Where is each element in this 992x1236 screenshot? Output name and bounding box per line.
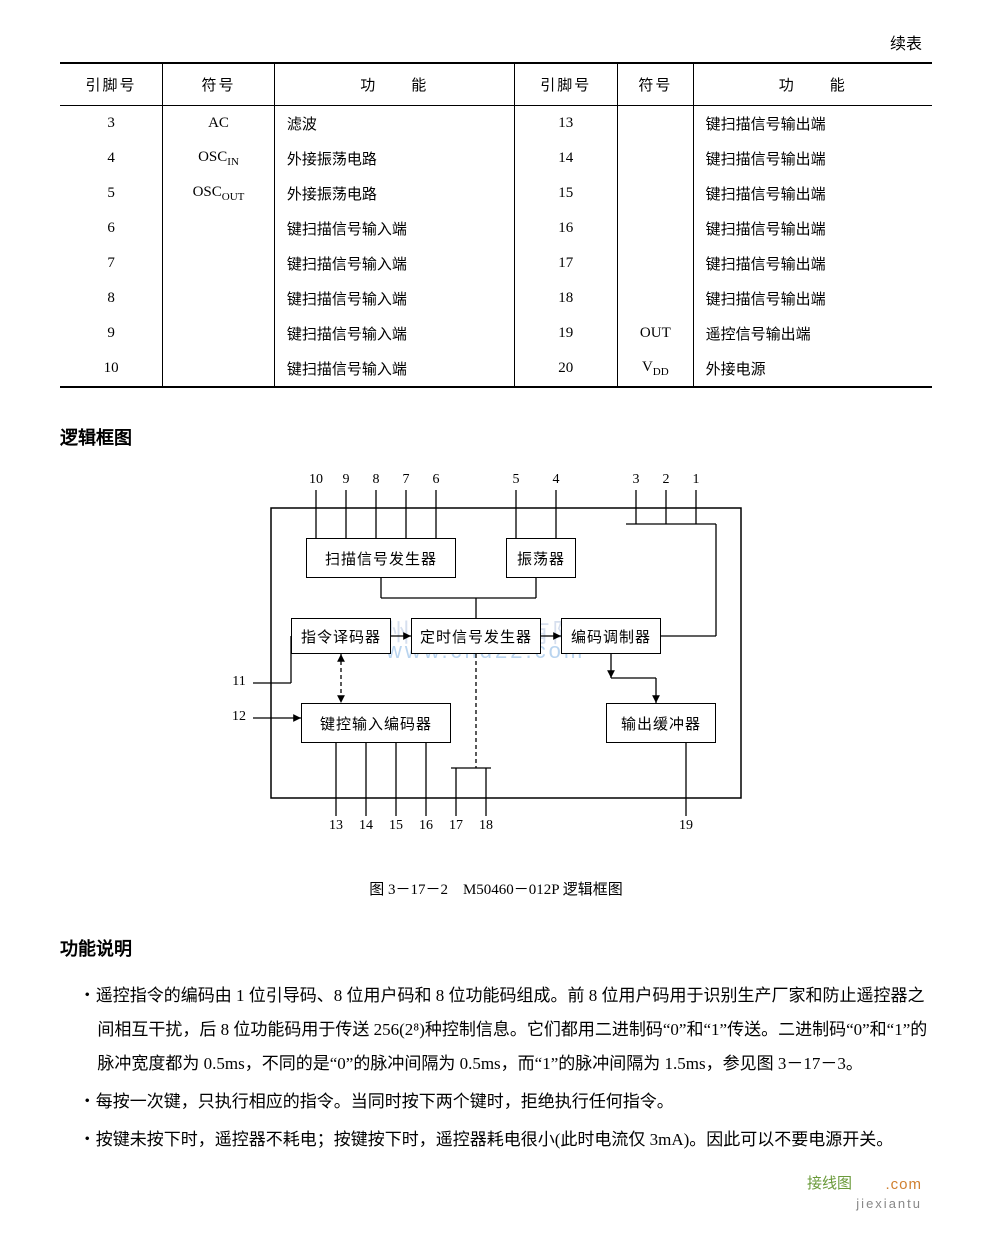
footer-watermark: 接线图 .com jiexiantu: [60, 1167, 932, 1207]
cell-pin: 3: [60, 106, 163, 142]
cell-function: 键扫描信号输出端: [693, 246, 932, 281]
cell-function: 外接振荡电路: [274, 141, 514, 176]
table-row: 9 键扫描信号输入端19OUT遥控信号输出端: [60, 316, 932, 351]
table-row: 5OSCOUT外接振荡电路15 键扫描信号输出端: [60, 176, 932, 211]
figure-caption: 图 3－17－2 M50460－012P 逻辑框图: [216, 878, 776, 899]
cell-symbol: [163, 211, 275, 246]
cell-pin: 6: [60, 211, 163, 246]
th-func-right: 功 能: [693, 63, 932, 106]
cell-pin: 19: [514, 316, 617, 351]
cell-pin: 8: [60, 281, 163, 316]
footer-text-cn: 接线图: [807, 1172, 852, 1193]
cell-symbol: VDD: [618, 351, 694, 387]
cell-function: 键扫描信号输出端: [693, 176, 932, 211]
table-header: 引脚号 符号 功 能 引脚号 符号 功 能: [60, 63, 932, 106]
bullet-item: ・遥控指令的编码由 1 位引导码、8 位用户码和 8 位功能码组成。前 8 位用…: [60, 979, 932, 1081]
block-key_enc: 键控输入编码器: [301, 703, 451, 743]
bullet-item: ・按键未按下时，遥控器不耗电；按键按下时，遥控器耗电很小(此时电流仅 3mA)。…: [60, 1123, 932, 1157]
cell-symbol: [163, 316, 275, 351]
block-decoder: 指令译码器: [291, 618, 391, 654]
cell-pin: 10: [60, 351, 163, 387]
cell-pin: 13: [514, 106, 617, 142]
table-body: 3AC滤波13键扫描信号输出端4OSCIN外接振荡电路14键扫描信号输出端5OS…: [60, 106, 932, 388]
cell-function: 键扫描信号输入端: [274, 211, 514, 246]
cell-pin: 18: [514, 281, 617, 316]
cell-pin: 7: [60, 246, 163, 281]
cell-symbol: [618, 246, 694, 281]
cell-function: 滤波: [274, 106, 514, 142]
footer-text-domain: jiexiantu: [856, 1196, 922, 1211]
cell-pin: 5: [60, 176, 163, 211]
cell-function: 键扫描信号输入端: [274, 316, 514, 351]
th-func-left: 功 能: [274, 63, 514, 106]
cell-symbol: AC: [163, 106, 275, 142]
block-osc: 振荡器: [506, 538, 576, 578]
th-pin-right: 引脚号: [514, 63, 617, 106]
cell-function: 遥控信号输出端: [693, 316, 932, 351]
cell-pin: 14: [514, 141, 617, 176]
cell-pin: 17: [514, 246, 617, 281]
cell-pin: 16: [514, 211, 617, 246]
document-page: 续表 引脚号 符号 功 能 引脚号 符号 功 能 3AC滤波13 键扫描信号输出端…: [0, 0, 992, 1227]
table-row: 8 键扫描信号输入端18 键扫描信号输出端: [60, 281, 932, 316]
table-continued-label: 续表: [60, 30, 932, 54]
cell-function: 键扫描信号输入端: [274, 351, 514, 387]
heading-logic-diagram: 逻辑框图: [60, 424, 932, 450]
function-description-list: ・遥控指令的编码由 1 位引导码、8 位用户码和 8 位功能码组成。前 8 位用…: [60, 979, 932, 1157]
cell-symbol: OSCIN: [163, 141, 275, 176]
table-row: 6 键扫描信号输入端16 键扫描信号输出端: [60, 211, 932, 246]
cell-symbol: [618, 211, 694, 246]
cell-symbol: OUT: [618, 316, 694, 351]
footer-text-com: .com: [885, 1176, 922, 1193]
th-sym-right: 符号: [618, 63, 694, 106]
cell-symbol: [618, 176, 694, 211]
cell-symbol: [163, 351, 275, 387]
cell-function: 键扫描信号输出端: [693, 211, 932, 246]
cell-symbol: OSCOUT: [163, 176, 275, 211]
cell-symbol: [618, 281, 694, 316]
table-row: 4OSCIN外接振荡电路14 键扫描信号输出端: [60, 141, 932, 176]
diagram-canvas: 杭州华睿科技有限公司 www.chd22.com 109876543211314…: [216, 468, 776, 848]
cell-function: 键扫描信号输出端: [693, 106, 932, 142]
cell-function: 键扫描信号输出端: [693, 281, 932, 316]
pin-function-table: 引脚号 符号 功 能 引脚号 符号 功 能 3AC滤波13键扫描信号输出端4OS…: [60, 62, 932, 388]
cell-symbol: [163, 246, 275, 281]
cell-pin: 9: [60, 316, 163, 351]
logic-diagram: 杭州华睿科技有限公司 www.chd22.com 109876543211314…: [216, 468, 776, 899]
table-row: 3AC滤波13 键扫描信号输出端: [60, 106, 932, 142]
block-timing: 定时信号发生器: [411, 618, 541, 654]
table-row: 10 键扫描信号输入端20VDD外接电源: [60, 351, 932, 387]
block-out_buf: 输出缓冲器: [606, 703, 716, 743]
bullet-item: ・每按一次键，只执行相应的指令。当同时按下两个键时，拒绝执行任何指令。: [60, 1085, 932, 1119]
cell-function: 键扫描信号输出端: [693, 141, 932, 176]
cell-pin: 20: [514, 351, 617, 387]
diagram-svg: [216, 468, 776, 848]
heading-function-desc: 功能说明: [60, 935, 932, 961]
cell-pin: 15: [514, 176, 617, 211]
th-pin-left: 引脚号: [60, 63, 163, 106]
table-row: 7 键扫描信号输入端17 键扫描信号输出端: [60, 246, 932, 281]
cell-function: 外接振荡电路: [274, 176, 514, 211]
cell-symbol: [618, 106, 694, 142]
cell-function: 键扫描信号输入端: [274, 246, 514, 281]
cell-function: 外接电源: [693, 351, 932, 387]
cell-symbol: [163, 281, 275, 316]
cell-function: 键扫描信号输入端: [274, 281, 514, 316]
cell-pin: 4: [60, 141, 163, 176]
block-modulator: 编码调制器: [561, 618, 661, 654]
block-scan_gen: 扫描信号发生器: [306, 538, 456, 578]
cell-symbol: [618, 141, 694, 176]
th-sym-left: 符号: [163, 63, 275, 106]
